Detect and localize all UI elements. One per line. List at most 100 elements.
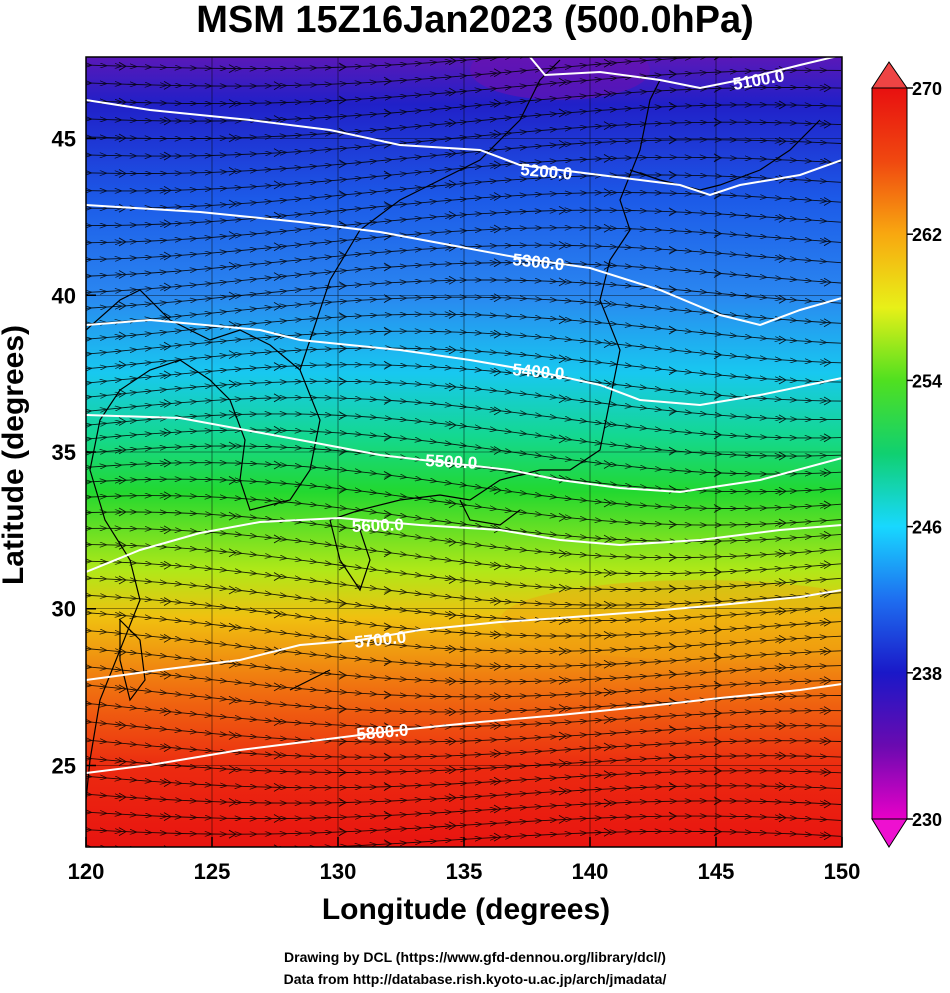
wind-arrowhead <box>163 399 172 408</box>
wind-arrowhead <box>448 610 457 620</box>
wind-arrowhead <box>778 782 787 791</box>
wind-arrowhead <box>338 635 347 645</box>
wind-arrowhead <box>448 793 457 803</box>
wind-arrowhead <box>823 433 832 443</box>
wind-arrowhead <box>823 617 832 627</box>
wind-arrowhead <box>713 57 721 61</box>
wind-arrowhead <box>603 261 612 270</box>
wind-arrowhead <box>603 568 612 578</box>
y-tick-label: 40 <box>52 283 76 308</box>
wind-arrowhead <box>713 229 722 239</box>
wind-arrowhead <box>118 417 127 426</box>
wind-arrowhead <box>713 350 722 360</box>
colorbar-max-arrow <box>871 61 908 89</box>
wind-arrowhead <box>778 548 787 558</box>
contour-label-5200: 5200.0 <box>520 160 573 183</box>
wind-arrowhead <box>558 108 567 118</box>
wind-arrowhead <box>338 344 347 353</box>
wind-arrowhead <box>448 87 457 97</box>
wind-arrowhead <box>713 653 722 662</box>
wind-arrowhead <box>448 149 457 158</box>
wind-arrowhead <box>493 749 502 758</box>
wind-arrowhead <box>493 561 502 571</box>
wind-arrowhead <box>163 707 172 717</box>
wind-arrowhead <box>163 428 172 437</box>
wind-arrowhead <box>603 58 612 68</box>
wind-arrowhead <box>118 575 127 585</box>
wind-arrowhead <box>448 765 457 775</box>
wind-arrowhead <box>558 512 567 522</box>
wind-arrowhead <box>668 406 677 416</box>
wind-arrowhead <box>273 272 282 282</box>
wind-arrowhead <box>118 237 127 247</box>
wind-arrowhead <box>493 832 502 842</box>
wind-arrowhead <box>713 766 722 776</box>
wind-arrowhead <box>228 291 237 301</box>
wind-arrowhead <box>603 534 612 544</box>
wind-arrowhead <box>603 121 612 131</box>
wind-arrowhead <box>228 765 237 774</box>
wind-arrowhead <box>338 95 347 105</box>
wind-arrowhead <box>338 561 347 571</box>
wind-arrowhead <box>603 600 612 610</box>
wind-arrowhead <box>228 231 237 240</box>
wind-arrowhead <box>338 411 347 421</box>
wind-arrowhead <box>273 782 282 792</box>
colorbar-tick-label: 254 <box>912 371 942 391</box>
wind-arrowhead <box>163 778 172 788</box>
wind-arrowhead <box>118 827 127 837</box>
y-axis: 25 30 35 40 45 <box>52 127 96 778</box>
wind-arrowhead <box>603 742 612 752</box>
wind-arrowhead <box>228 133 237 143</box>
wind-arrowhead <box>228 379 237 389</box>
wind-arrowhead <box>668 446 677 456</box>
wind-arrowhead <box>493 596 502 606</box>
wind-arrowhead <box>713 269 722 278</box>
wind-arrowhead <box>823 358 832 367</box>
wind-arrowhead <box>273 362 282 371</box>
wind-arrowhead <box>713 827 722 837</box>
wind-arrowhead <box>603 770 612 780</box>
wind-arrowhead <box>668 669 677 679</box>
wind-arrowhead <box>273 750 282 760</box>
wind-arrowhead <box>823 799 832 809</box>
wind-arrowhead <box>778 65 787 75</box>
chart-title: MSM 15Z16Jan2023 (500.0hPa) <box>196 0 754 41</box>
wind-arrowhead <box>558 354 567 364</box>
wind-arrowhead <box>713 708 722 718</box>
wind-arrowhead <box>603 827 612 837</box>
colorbar-tick-label: 270 <box>912 79 942 99</box>
wind-arrowhead <box>338 827 347 837</box>
wind-arrowhead <box>383 509 392 519</box>
wind-arrowhead <box>493 68 502 78</box>
wind-arrowhead <box>668 520 677 530</box>
y-tick-label: 30 <box>52 597 76 622</box>
wind-arrowhead <box>163 81 172 90</box>
wind-arrowhead <box>118 360 127 370</box>
wind-arrowhead <box>823 589 832 598</box>
wind-arrowhead <box>228 585 237 595</box>
wind-arrowhead <box>448 420 457 430</box>
wind-arrowhead <box>603 687 612 697</box>
wind-arrowhead <box>338 670 347 680</box>
wind-arrowhead <box>558 759 567 768</box>
x-tick-label: 120 <box>68 859 105 884</box>
wind-arrowhead <box>228 441 237 451</box>
wind-arrowhead <box>493 224 502 234</box>
wind-arrowhead <box>493 721 502 730</box>
wind-arrowhead <box>713 468 722 478</box>
wind-arrowhead <box>118 684 127 694</box>
wind-arrowhead <box>603 154 612 163</box>
wind-arrowhead <box>383 690 392 700</box>
wind-arrowhead <box>668 782 677 791</box>
wind-arrowhead <box>493 258 502 268</box>
wind-arrowhead <box>668 584 677 594</box>
wind-arrowhead <box>228 199 237 209</box>
colorbar-tick-label: 246 <box>912 518 942 538</box>
wind-arrowhead <box>273 148 282 158</box>
wind-arrowhead <box>383 262 392 272</box>
wind-arrowhead <box>118 475 127 485</box>
wind-arrowhead <box>558 704 567 713</box>
wind-arrowhead <box>823 237 832 247</box>
